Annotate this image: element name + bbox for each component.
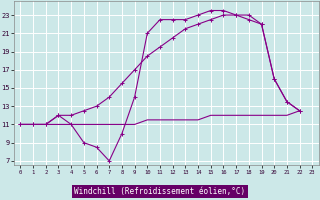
Text: Windchill (Refroidissement éolien,°C): Windchill (Refroidissement éolien,°C): [75, 187, 245, 196]
